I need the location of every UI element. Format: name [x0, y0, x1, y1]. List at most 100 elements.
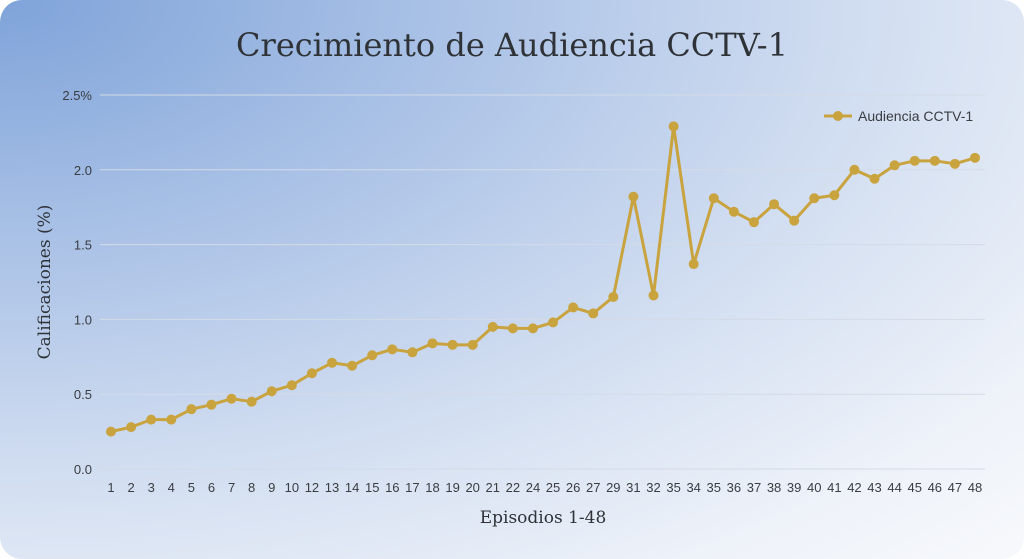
x-tick-label: 19 [445, 480, 459, 495]
x-tick-label: 44 [887, 480, 901, 495]
x-tick-label: 12 [305, 480, 319, 495]
x-tick-label: 25 [546, 480, 560, 495]
data-point [306, 368, 317, 379]
x-tick-label: 13 [325, 480, 339, 495]
data-point [970, 152, 980, 163]
data-point [949, 158, 960, 169]
x-tick-label: 37 [747, 480, 761, 495]
data-point [909, 155, 920, 166]
data-point [427, 338, 438, 349]
data-point [246, 396, 257, 407]
x-tick-label: 4 [168, 480, 175, 495]
chart-title: Crecimiento de Audiencia CCTV-1 [236, 26, 788, 64]
data-point [126, 422, 137, 433]
data-point [769, 199, 780, 210]
y-axis-title: Calificaciones (%) [35, 205, 55, 360]
data-point [548, 317, 559, 328]
x-tick-label: 10 [285, 480, 299, 495]
data-point [929, 155, 940, 166]
series-audiencia [106, 121, 980, 437]
x-tick-label: 47 [948, 480, 962, 495]
x-tick-label: 32 [646, 480, 660, 495]
x-tick-label: 6 [208, 480, 215, 495]
data-point [628, 191, 639, 202]
x-tick-label: 18 [425, 480, 439, 495]
data-point [146, 414, 157, 425]
data-point [186, 404, 197, 415]
x-tick-label: 17 [405, 480, 419, 495]
data-point [106, 426, 116, 437]
data-point [527, 323, 538, 334]
x-tick-label: 31 [626, 480, 640, 495]
x-axis-ticks: 1 2 3 4 5 6 7 8 9 10 12 13 14 15 16 17 18 19 20 21 22 24 25 26 2… [107, 480, 982, 495]
data-point [447, 339, 458, 350]
data-point [507, 323, 518, 334]
data-point [467, 339, 478, 350]
x-tick-label: 27 [586, 480, 600, 495]
data-point [568, 302, 579, 313]
x-axis-title: Episodios 1-48 [480, 508, 607, 528]
y-tick-label: 0.0 [74, 462, 92, 477]
data-point [407, 347, 418, 358]
x-tick-label: 39 [787, 480, 801, 495]
legend: Audiencia CCTV-1 [824, 108, 973, 124]
data-point [708, 193, 719, 204]
series-line [109, 124, 977, 434]
x-tick-label: 38 [767, 480, 781, 495]
data-point [829, 190, 840, 201]
y-tick-label: 2.0 [74, 163, 92, 178]
data-point [327, 357, 338, 368]
data-point [166, 414, 177, 425]
data-point [889, 160, 900, 171]
x-tick-label: 35 [707, 480, 721, 495]
data-point [347, 360, 358, 371]
data-point [367, 350, 378, 361]
y-tick-label: 1.0 [74, 312, 92, 327]
x-tick-label: 24 [526, 480, 540, 495]
gridlines [100, 94, 985, 470]
x-tick-label: 42 [847, 480, 861, 495]
x-tick-label: 14 [345, 480, 359, 495]
data-point [286, 380, 297, 391]
x-tick-label: 46 [928, 480, 942, 495]
x-tick-label: 1 [107, 480, 114, 495]
x-tick-label: 36 [727, 480, 741, 495]
x-tick-label: 7 [228, 480, 235, 495]
y-axis-ticks: 0.0 0.5 1.0 1.5 2.0 2.5% [62, 88, 92, 477]
data-point [668, 121, 679, 132]
data-point [789, 215, 800, 226]
data-point [728, 206, 739, 217]
x-tick-label: 35 [666, 480, 680, 495]
x-tick-label: 5 [188, 480, 195, 495]
y-tick-label: 0.5 [74, 387, 92, 402]
x-tick-label: 22 [506, 480, 520, 495]
data-point [206, 399, 217, 410]
y-tick-label: 2.5% [62, 88, 92, 103]
x-tick-label: 2 [127, 480, 134, 495]
legend-label: Audiencia CCTV-1 [858, 108, 973, 124]
x-tick-label: 3 [148, 480, 155, 495]
x-tick-label: 48 [968, 480, 982, 495]
x-tick-label: 41 [827, 480, 841, 495]
data-point [608, 291, 619, 302]
x-tick-label: 9 [268, 480, 275, 495]
x-tick-label: 20 [465, 480, 479, 495]
data-point [487, 321, 498, 332]
data-point [688, 259, 699, 270]
data-point [387, 344, 398, 355]
x-tick-label: 43 [867, 480, 881, 495]
data-point [809, 193, 820, 204]
data-point [748, 217, 759, 228]
x-tick-label: 21 [486, 480, 500, 495]
x-tick-label: 29 [606, 480, 620, 495]
data-point [588, 308, 599, 319]
legend-point-marker [833, 111, 843, 121]
x-tick-label: 15 [365, 480, 379, 495]
x-tick-label: 34 [686, 480, 700, 495]
x-tick-label: 45 [907, 480, 921, 495]
x-tick-label: 40 [807, 480, 821, 495]
y-tick-label: 1.5 [74, 238, 92, 253]
data-point [266, 386, 277, 397]
